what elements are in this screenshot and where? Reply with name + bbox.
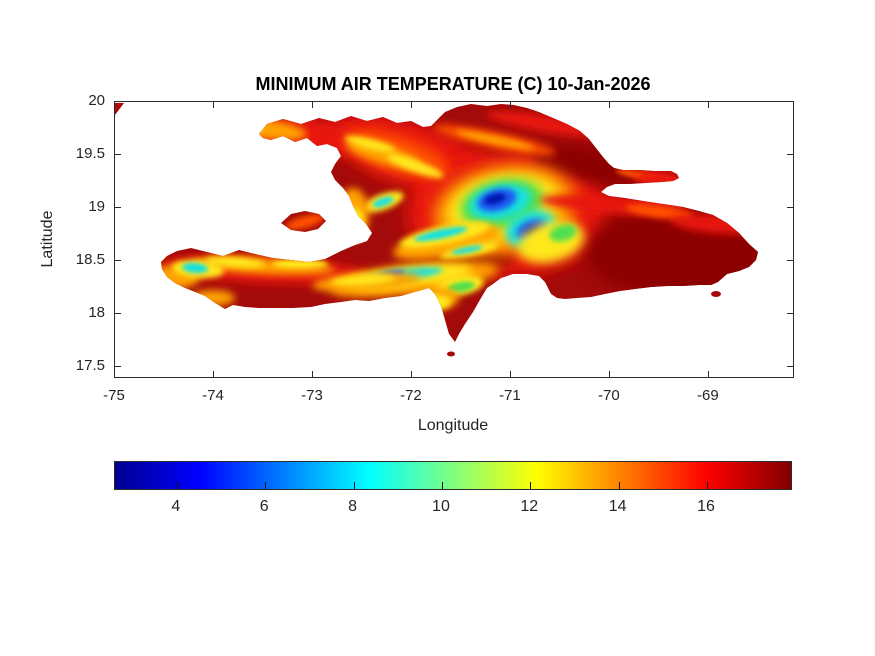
colorbar-tick-label: 10	[432, 498, 450, 515]
colorbar-tick-mark	[176, 482, 178, 489]
colorbar	[114, 461, 792, 490]
y-tick-mark-right	[787, 366, 793, 368]
colorbar-tick-label: 4	[171, 498, 181, 515]
plot-area	[114, 101, 794, 378]
colorbar-tick-mark	[530, 482, 532, 489]
y-axis-label: Latitude	[39, 210, 56, 268]
x-tick-label: -74	[202, 387, 224, 404]
islet	[240, 301, 248, 305]
x-tick-label: -71	[499, 387, 521, 404]
x-tick-mark	[707, 371, 709, 377]
y-tick-label: 19	[88, 198, 105, 215]
x-tick-mark-top	[410, 102, 412, 108]
colorbar-tick-label: 6	[259, 498, 269, 515]
x-tick-mark	[311, 371, 313, 377]
y-tick-mark-right	[787, 101, 793, 102]
colorbar-tick-mark	[441, 482, 443, 489]
corner-land-fragment	[115, 103, 124, 115]
y-tick-label: 19.5	[75, 145, 105, 162]
colorbar-tick-mark	[353, 482, 355, 489]
colorbar-tick-label: 8	[348, 498, 358, 515]
y-tick-mark	[115, 260, 121, 262]
x-tick-label: -75	[103, 387, 125, 404]
y-tick-mark-right	[787, 154, 793, 155]
y-tick-label: 18.5	[75, 251, 105, 269]
colorbar-tick-label: 16	[697, 498, 715, 515]
y-tick-mark	[115, 154, 121, 155]
y-tick-label: 18	[88, 304, 105, 322]
y-tick-mark	[115, 101, 121, 102]
x-tick-mark	[509, 371, 511, 377]
x-tick-mark-top	[311, 102, 313, 108]
temperature-field	[161, 110, 758, 310]
x-tick-mark-top	[509, 102, 511, 108]
y-tick-label: 17.5	[75, 357, 105, 375]
colorbar-tick-label: 12	[520, 498, 539, 515]
colorbar-tick-mark	[618, 482, 620, 489]
x-tick-label: -70	[598, 387, 620, 404]
islet	[711, 291, 721, 297]
y-tick-mark	[115, 366, 121, 368]
x-tick-label: -69	[697, 387, 719, 404]
y-tick-label: 20	[88, 92, 105, 109]
y-tick-mark-right	[787, 313, 793, 315]
x-tick-mark-top	[212, 102, 214, 108]
y-tick-mark-right	[787, 207, 793, 208]
x-tick-mark	[410, 371, 412, 377]
colorbar-tick-mark	[707, 482, 709, 489]
temperature-map	[115, 103, 758, 357]
islet	[447, 351, 455, 357]
x-tick-mark	[608, 371, 610, 377]
x-tick-mark-top	[707, 102, 709, 108]
y-tick-mark	[115, 313, 121, 315]
x-tick-mark	[114, 371, 115, 377]
x-tick-mark-top	[114, 102, 115, 108]
plot-title: MINIMUM AIR TEMPERATURE (C) 10-Jan-2026	[255, 74, 651, 94]
x-tick-label: -73	[301, 387, 323, 404]
y-tick-mark-right	[787, 260, 793, 262]
colorbar-tick-label: 14	[608, 498, 627, 515]
x-tick-label: -72	[400, 387, 422, 404]
x-tick-mark	[212, 371, 214, 377]
x-tick-mark-top	[608, 102, 610, 108]
colorbar-tick-mark	[265, 482, 267, 489]
y-tick-mark	[115, 207, 121, 208]
x-axis-label: Longitude	[417, 417, 489, 434]
